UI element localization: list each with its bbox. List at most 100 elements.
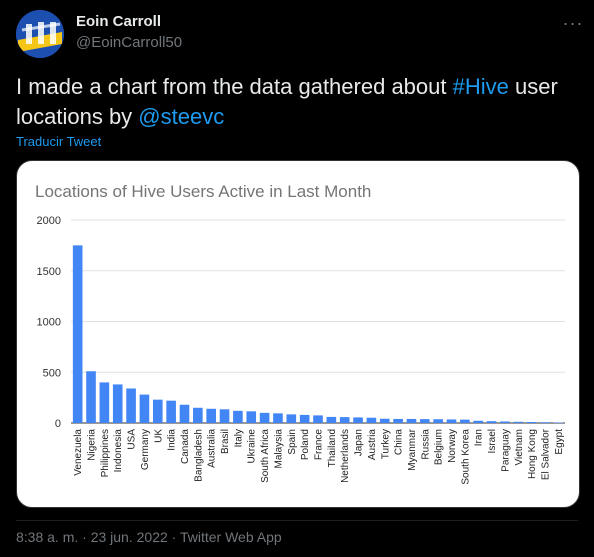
bar [353, 417, 363, 423]
x-tick-label: USA [127, 429, 138, 450]
x-tick-label: Vietnam [514, 429, 525, 466]
hashtag-link[interactable]: #Hive [452, 74, 509, 99]
bar [259, 412, 270, 423]
bar [126, 388, 136, 423]
y-tick-label: 0 [55, 418, 61, 430]
bar [366, 417, 377, 423]
bar [486, 421, 497, 423]
bar [246, 411, 257, 423]
x-tick-label: Ukraine [247, 429, 258, 464]
user-handle[interactable]: @EoinCarroll50 [76, 34, 183, 51]
chart-image[interactable]: Locations of Hive Users Active in Last M… [16, 160, 580, 508]
x-tick-label: UK [153, 429, 164, 443]
divider [16, 520, 578, 521]
bar [446, 419, 457, 423]
meta-separator: · [167, 529, 180, 545]
bar [513, 421, 524, 423]
bar [86, 371, 96, 423]
source-app[interactable]: Twitter Web App [179, 529, 282, 545]
bar [99, 382, 110, 423]
x-tick-label: Iran [474, 429, 485, 446]
gridlines [71, 219, 565, 424]
x-tick-label: France [314, 429, 325, 461]
tweet-text-part: user locations by [16, 74, 558, 129]
bar [152, 399, 163, 423]
x-tick-label: Belgium [434, 429, 445, 465]
x-tick-label: Austria [367, 429, 378, 461]
bar [460, 419, 470, 423]
x-tick-label: Thailand [327, 429, 338, 467]
bar [286, 414, 297, 423]
x-tick-label: Netherlands [340, 429, 351, 483]
y-tick-label: 500 [43, 367, 61, 379]
x-tick-label: Indonesia [113, 429, 124, 473]
bar [273, 413, 283, 423]
bar [139, 394, 150, 423]
x-tick-label: Canada [180, 429, 191, 464]
bar [473, 420, 484, 423]
x-tick-label: Japan [354, 429, 365, 456]
bar [540, 422, 550, 423]
bar [526, 421, 537, 423]
x-tick-label: China [394, 429, 405, 456]
x-tick-label: Russia [420, 429, 431, 460]
bar [379, 418, 390, 423]
avatar[interactable] [16, 10, 64, 58]
x-tick-label: Hong Kong [527, 429, 538, 479]
x-tick-label: Malaysia [273, 429, 284, 469]
display-name[interactable]: Eoin Carroll [76, 13, 162, 30]
x-tick-label: South Africa [260, 429, 271, 483]
bar [206, 408, 216, 423]
timestamp[interactable]: 8:38 a. m. · 23 jun. 2022 [16, 529, 168, 545]
chart-title: Locations of Hive Users Active in Last M… [35, 182, 371, 201]
x-tick-label: Philippines [100, 429, 111, 477]
more-options-icon[interactable]: ··· [562, 12, 584, 33]
bar [420, 419, 430, 423]
bar [553, 422, 564, 423]
x-tick-label: India [167, 429, 178, 451]
bar [233, 410, 243, 423]
tweet-meta: 8:38 a. m. · 23 jun. 2022 · Twitter Web … [16, 529, 282, 545]
avatar-logo-icon [16, 10, 64, 58]
x-tick-label: Paraguay [500, 429, 511, 472]
x-tick-label: South Korea [460, 429, 471, 485]
x-tick-label: Brasil [220, 429, 231, 454]
tweet-text: I made a chart from the data gathered ab… [16, 72, 576, 132]
bar [193, 407, 203, 423]
x-tick-label: Bangladesh [193, 429, 204, 482]
bar [179, 404, 190, 423]
bar [326, 416, 337, 423]
x-tick-label: Germany [140, 429, 151, 470]
bar [299, 414, 310, 423]
bar [166, 400, 176, 423]
x-tick-label: Italy [233, 429, 244, 447]
x-tick-label: Venezuela [73, 429, 84, 476]
translate-tweet-link[interactable]: Traducir Tweet [16, 134, 102, 149]
x-tick-label: Turkey [380, 429, 391, 459]
mention-link[interactable]: @steevc [138, 104, 225, 129]
y-axis: 0 500 1000 1500 2000 [37, 215, 61, 430]
bar [313, 415, 323, 423]
bar [112, 384, 123, 423]
bar [72, 245, 83, 423]
x-tick-label: Egypt [554, 429, 565, 455]
x-tick-label: Norway [447, 429, 458, 463]
y-tick-label: 2000 [37, 215, 61, 227]
y-tick-label: 1000 [37, 317, 61, 329]
bar [433, 419, 443, 423]
y-tick-label: 1500 [37, 266, 61, 278]
bar [500, 421, 510, 423]
x-tick-label: El Salvador [540, 428, 551, 480]
x-tick-label: Spain [287, 429, 298, 455]
x-tick-label: Australia [207, 429, 218, 468]
x-tick-label: Poland [300, 429, 311, 460]
x-tick-label: Nigeria [87, 429, 98, 461]
x-axis: Venezuela Nigeria Philippines Indonesia USA G… [73, 428, 565, 484]
bars [72, 245, 564, 423]
x-tick-label: Israel [487, 429, 498, 453]
bar [406, 418, 417, 423]
tweet-text-part: I made a chart from the data gathered ab… [16, 74, 453, 99]
bar [393, 418, 403, 423]
bar [339, 417, 350, 423]
bar-chart: Locations of Hive Users Active in Last M… [35, 182, 565, 485]
